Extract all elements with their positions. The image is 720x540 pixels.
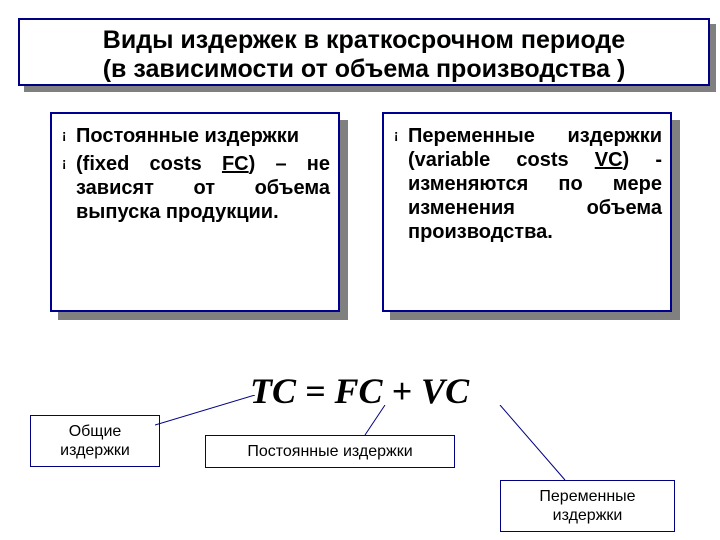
title-line1: Виды издержек в краткосрочном периоде [30,26,698,55]
right-item-1-text: Переменные издержки (variable costs VC) … [408,124,662,244]
right-item-1: ¡ Переменные издержки (variable costs VC… [394,124,662,244]
bullet-icon: ¡ [394,124,408,146]
right-box: ¡ Переменные издержки (variable costs VC… [382,112,672,312]
left-item-2: ¡ (fixed costs FC) – не зависят от объем… [62,152,330,224]
callout-fixed-costs: Постоянные издержки [205,435,455,468]
callout-variable-costs: Переменные издержки [500,480,675,532]
left-item-1-text: Постоянные издержки [76,124,330,148]
left-item-2-text: (fixed costs FC) – не зависят от объема … [76,152,330,224]
bullet-icon: ¡ [62,124,76,146]
title-line2: (в зависимости от объема производства ) [30,55,698,84]
callout-tail-3 [495,405,595,483]
callout-tail-1 [155,395,265,435]
left-box: ¡ Постоянные издержки ¡ (fixed costs FC)… [50,112,340,312]
callout-tail-2 [355,405,395,437]
callout-total-costs: Общие издержки [30,415,160,467]
bullet-icon: ¡ [62,152,76,174]
left-item-1: ¡ Постоянные издержки [62,124,330,148]
title-box: Виды издержек в краткосрочном периоде (в… [18,18,710,86]
